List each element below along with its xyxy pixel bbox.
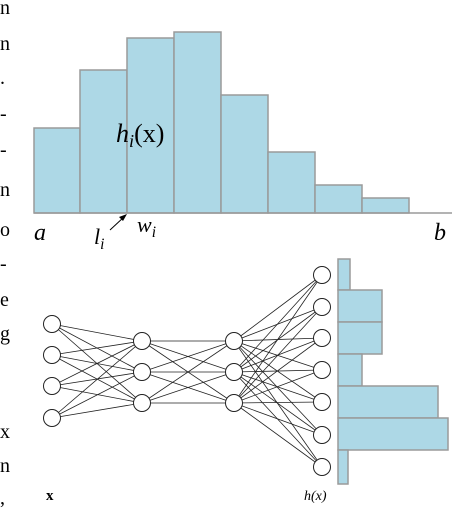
margin-text: n <box>0 0 10 19</box>
margin-text: . <box>0 67 5 89</box>
bin <box>173 31 222 214</box>
edge <box>233 340 323 371</box>
margin-text: n <box>0 33 10 55</box>
edge <box>233 340 323 468</box>
arrow-head <box>119 214 127 221</box>
label-w: wi <box>137 212 156 241</box>
margin-text: n <box>0 455 10 477</box>
bin <box>337 417 449 451</box>
edge <box>233 371 323 468</box>
node <box>133 394 151 412</box>
bin <box>79 69 128 214</box>
math-base: l <box>94 224 100 249</box>
node <box>225 363 243 381</box>
node <box>313 426 331 444</box>
bin <box>314 184 363 214</box>
edge <box>51 354 143 404</box>
edge <box>233 340 323 403</box>
histogram: a b li wi hi(x) <box>33 31 452 253</box>
node <box>313 458 331 476</box>
math-sub: i <box>129 131 134 151</box>
bin <box>337 449 349 485</box>
node <box>133 332 151 350</box>
edge <box>51 371 143 419</box>
margin-text: - <box>0 139 7 161</box>
bin <box>337 258 351 291</box>
edge <box>141 371 235 404</box>
edge <box>233 340 323 436</box>
margin-text: - <box>0 253 7 275</box>
edge <box>233 402 323 468</box>
input-label: x <box>46 488 54 504</box>
node <box>43 315 61 333</box>
edge <box>233 274 323 373</box>
bin <box>337 289 383 323</box>
network: x h(x) <box>43 258 449 504</box>
edge <box>233 274 323 404</box>
margin-text: x <box>0 421 10 443</box>
margin: n n . - - n o - e g x n , <box>0 0 10 509</box>
bin <box>33 127 81 214</box>
margin-text: e <box>0 289 9 311</box>
bin <box>337 321 383 355</box>
node <box>313 329 331 347</box>
node <box>133 363 151 381</box>
margin-text: - <box>0 103 7 125</box>
node <box>43 346 61 364</box>
edge <box>233 401 323 404</box>
margin-text: o <box>0 219 10 241</box>
edge <box>51 323 143 404</box>
edge <box>233 371 323 403</box>
bin <box>337 385 439 419</box>
node <box>313 298 331 316</box>
math-rest: (x) <box>134 119 164 148</box>
edge <box>233 274 323 342</box>
bin <box>337 353 363 387</box>
edge <box>233 369 323 373</box>
bin <box>267 151 316 214</box>
label-l: li <box>94 224 104 253</box>
bin <box>361 197 410 214</box>
edge <box>141 340 235 373</box>
label-h: hi(x) <box>116 119 164 151</box>
margin-text: n <box>0 179 10 201</box>
node <box>225 394 243 412</box>
node <box>225 332 243 350</box>
edge <box>51 323 143 342</box>
edge <box>141 340 235 404</box>
margin-text: , <box>0 487 5 509</box>
margin-text: g <box>0 323 10 345</box>
output-label: h(x) <box>304 489 327 504</box>
node <box>313 266 331 284</box>
math-base: h <box>116 119 129 148</box>
node <box>43 409 61 427</box>
edge <box>233 306 323 342</box>
output-histogram <box>337 258 449 485</box>
edge <box>51 402 143 419</box>
node <box>313 393 331 411</box>
math-sub: i <box>100 236 104 253</box>
edge <box>233 369 323 404</box>
label-b: b <box>434 220 446 246</box>
node <box>43 377 61 395</box>
math-base: w <box>137 212 152 237</box>
edge <box>51 323 143 373</box>
node <box>313 361 331 379</box>
edge <box>233 337 323 342</box>
bin <box>220 94 269 214</box>
edge <box>51 340 143 419</box>
math-sub: i <box>152 224 156 241</box>
edge <box>233 337 323 404</box>
bin <box>126 37 175 214</box>
edge <box>233 337 323 373</box>
label-a: a <box>34 220 46 246</box>
edge <box>51 385 143 404</box>
